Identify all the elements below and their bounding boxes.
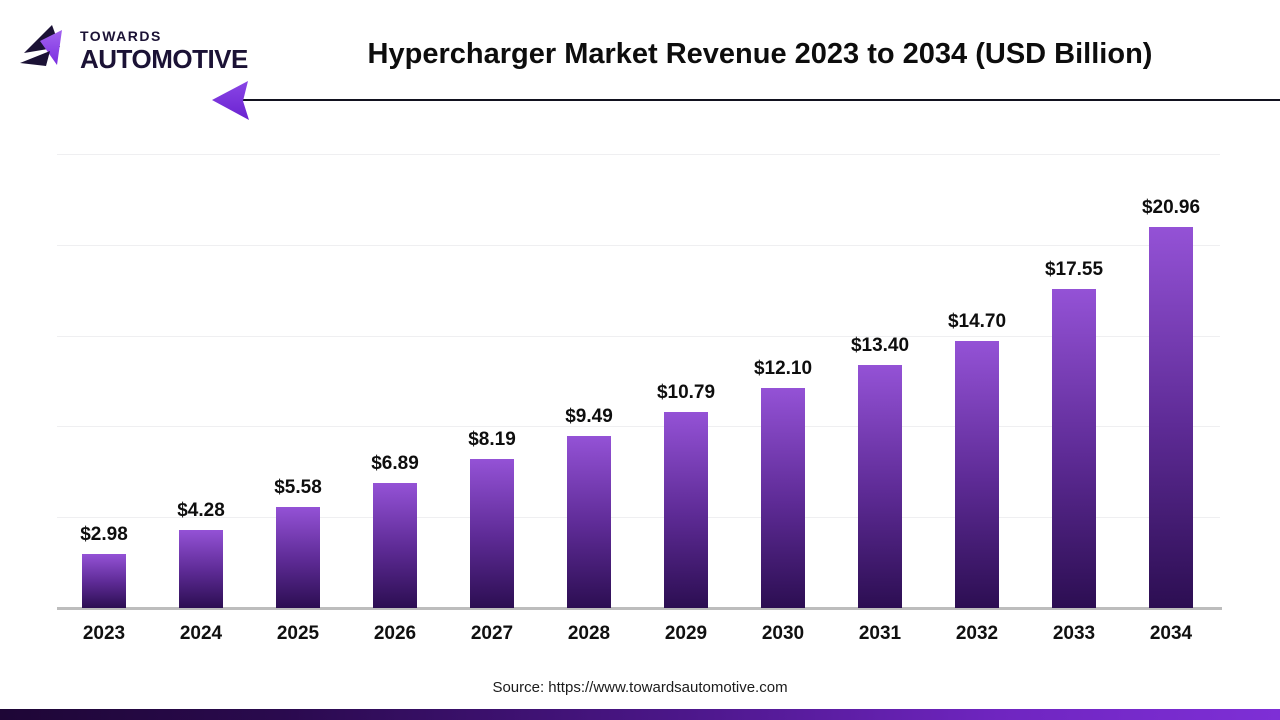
bar-value-label: $14.70 — [947, 311, 1007, 332]
x-axis-label: 2028 — [567, 623, 611, 644]
brand-logo-icon — [20, 25, 62, 66]
left-arrow-icon — [212, 81, 249, 120]
x-axis-label: 2034 — [1149, 623, 1193, 644]
bar-2031 — [858, 365, 902, 608]
bar-2034 — [1149, 227, 1193, 608]
brand-logo: TOWARDS AUTOMOTIVE — [20, 16, 248, 75]
bar-value-label: $6.89 — [371, 453, 419, 474]
bar-2023 — [82, 554, 126, 608]
gridline — [57, 517, 1220, 518]
x-axis-label: 2027 — [470, 623, 514, 644]
bar-value-label: $2.98 — [80, 524, 128, 545]
bar-value-label: $12.10 — [753, 358, 813, 379]
x-axis-label: 2032 — [955, 623, 999, 644]
brand-name-bottom: AUTOMOTIVE — [80, 44, 248, 74]
x-axis-label: 2030 — [761, 623, 805, 644]
bar-2029 — [664, 412, 708, 608]
x-axis-label: 2033 — [1052, 623, 1096, 644]
bar-2030 — [761, 388, 805, 608]
bar-2024 — [179, 530, 223, 608]
bar-2028 — [567, 436, 611, 608]
source-text: Source: https://www.towardsautomotive.co… — [492, 679, 788, 696]
x-axis-label: 2031 — [858, 623, 902, 644]
x-axis-label: 2025 — [276, 623, 320, 644]
bar-value-label: $20.96 — [1141, 197, 1201, 218]
bar-2032 — [955, 341, 999, 608]
chart-title: Hypercharger Market Revenue 2023 to 2034… — [367, 38, 1153, 70]
x-axis-label: 2026 — [373, 623, 417, 644]
x-axis-label: 2029 — [664, 623, 708, 644]
bar-2026 — [373, 483, 417, 608]
bottom-accent-bar — [0, 709, 1280, 720]
gridline — [57, 336, 1220, 337]
bar-value-label: $4.28 — [177, 500, 225, 521]
gridline — [57, 426, 1220, 427]
header-divider-line — [242, 99, 1280, 101]
bar-value-label: $17.55 — [1044, 259, 1104, 280]
bar-value-label: $8.19 — [468, 429, 516, 450]
x-axis-label: 2023 — [82, 623, 126, 644]
x-axis-label: 2024 — [179, 623, 223, 644]
gridline — [57, 245, 1220, 246]
bar-2025 — [276, 507, 320, 608]
brand-name-top: TOWARDS — [80, 28, 162, 44]
gridline — [57, 154, 1220, 155]
bar-2027 — [470, 459, 514, 608]
bar-value-label: $10.79 — [656, 382, 716, 403]
bar-value-label: $9.49 — [565, 406, 613, 427]
bar-2033 — [1052, 289, 1096, 608]
bar-value-label: $5.58 — [274, 477, 322, 498]
x-axis-line — [57, 607, 1222, 610]
bar-value-label: $13.40 — [850, 335, 910, 356]
